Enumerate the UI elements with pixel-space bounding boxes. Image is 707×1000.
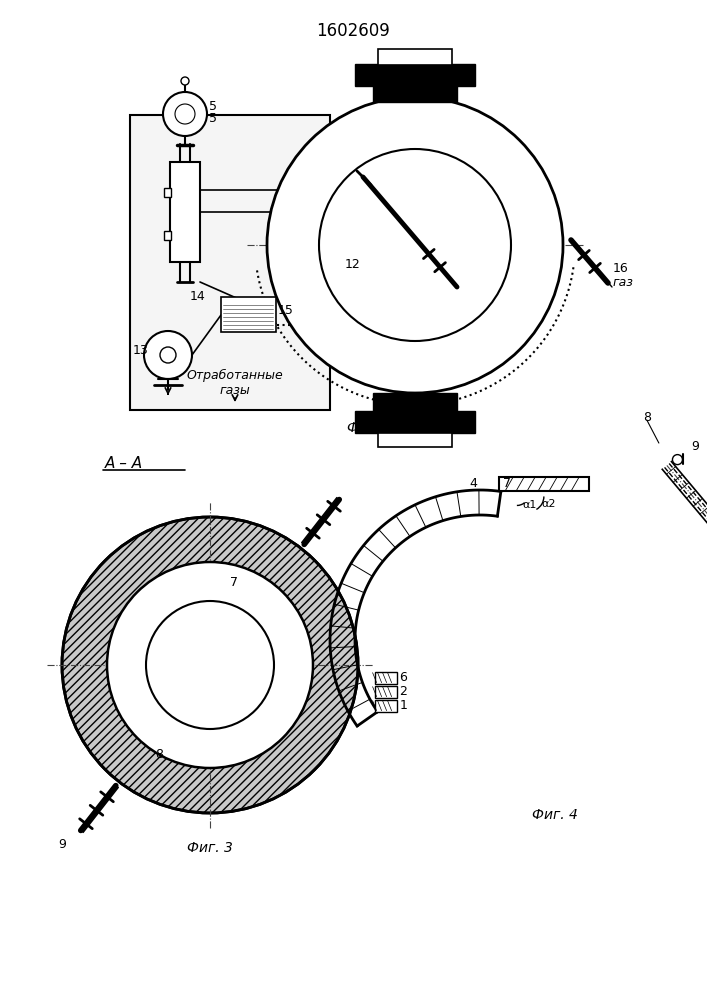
Bar bbox=[330, 288, 376, 306]
Bar bbox=[375, 700, 397, 712]
Text: 12: 12 bbox=[345, 258, 361, 271]
Text: 14: 14 bbox=[190, 290, 206, 304]
Circle shape bbox=[319, 149, 511, 341]
Text: 16: 16 bbox=[613, 262, 629, 275]
Circle shape bbox=[672, 455, 682, 465]
Bar bbox=[375, 686, 397, 698]
Circle shape bbox=[107, 562, 313, 768]
Bar bbox=[221, 297, 276, 332]
Text: 7: 7 bbox=[230, 576, 238, 588]
Circle shape bbox=[62, 517, 358, 813]
Bar bbox=[164, 231, 171, 240]
Text: 2: 2 bbox=[399, 685, 407, 698]
Text: 5: 5 bbox=[209, 112, 217, 125]
Text: А – А: А – А bbox=[105, 456, 143, 471]
Circle shape bbox=[181, 77, 189, 85]
Text: α2: α2 bbox=[541, 499, 556, 509]
Text: Фиг. 4: Фиг. 4 bbox=[532, 808, 578, 822]
Text: 13: 13 bbox=[133, 344, 148, 357]
Circle shape bbox=[144, 331, 192, 379]
Text: 8: 8 bbox=[155, 748, 163, 762]
Text: газы: газы bbox=[220, 383, 250, 396]
Text: Отработанные: Отработанные bbox=[187, 368, 284, 382]
Bar bbox=[375, 672, 397, 684]
Text: газ: газ bbox=[613, 275, 634, 288]
Bar bbox=[355, 64, 475, 86]
Text: 1602609: 1602609 bbox=[316, 22, 390, 40]
Text: 7: 7 bbox=[503, 477, 511, 490]
Text: 9: 9 bbox=[58, 838, 66, 851]
Text: 15: 15 bbox=[278, 304, 294, 318]
Circle shape bbox=[160, 347, 176, 363]
Text: 1: 1 bbox=[399, 699, 407, 712]
Text: Фиг. 2: Фиг. 2 bbox=[347, 421, 393, 435]
Bar bbox=[330, 181, 376, 199]
Bar bbox=[355, 411, 475, 433]
Bar bbox=[164, 188, 171, 197]
Bar bbox=[170, 162, 200, 262]
Text: 6: 6 bbox=[399, 671, 407, 684]
Bar bbox=[378, 433, 452, 447]
Bar bbox=[378, 49, 452, 65]
Bar bbox=[130, 115, 330, 410]
Text: 9: 9 bbox=[691, 440, 699, 453]
Text: Фиг. 3: Фиг. 3 bbox=[187, 841, 233, 855]
Circle shape bbox=[163, 92, 207, 136]
Circle shape bbox=[267, 97, 563, 393]
Bar bbox=[499, 477, 589, 491]
Circle shape bbox=[175, 104, 195, 124]
Text: 5: 5 bbox=[209, 100, 217, 112]
Text: 8: 8 bbox=[643, 411, 651, 424]
Text: 4: 4 bbox=[469, 477, 477, 490]
Text: α1: α1 bbox=[522, 500, 536, 510]
Circle shape bbox=[146, 601, 274, 729]
Bar bbox=[373, 393, 457, 411]
Bar bbox=[373, 84, 457, 102]
